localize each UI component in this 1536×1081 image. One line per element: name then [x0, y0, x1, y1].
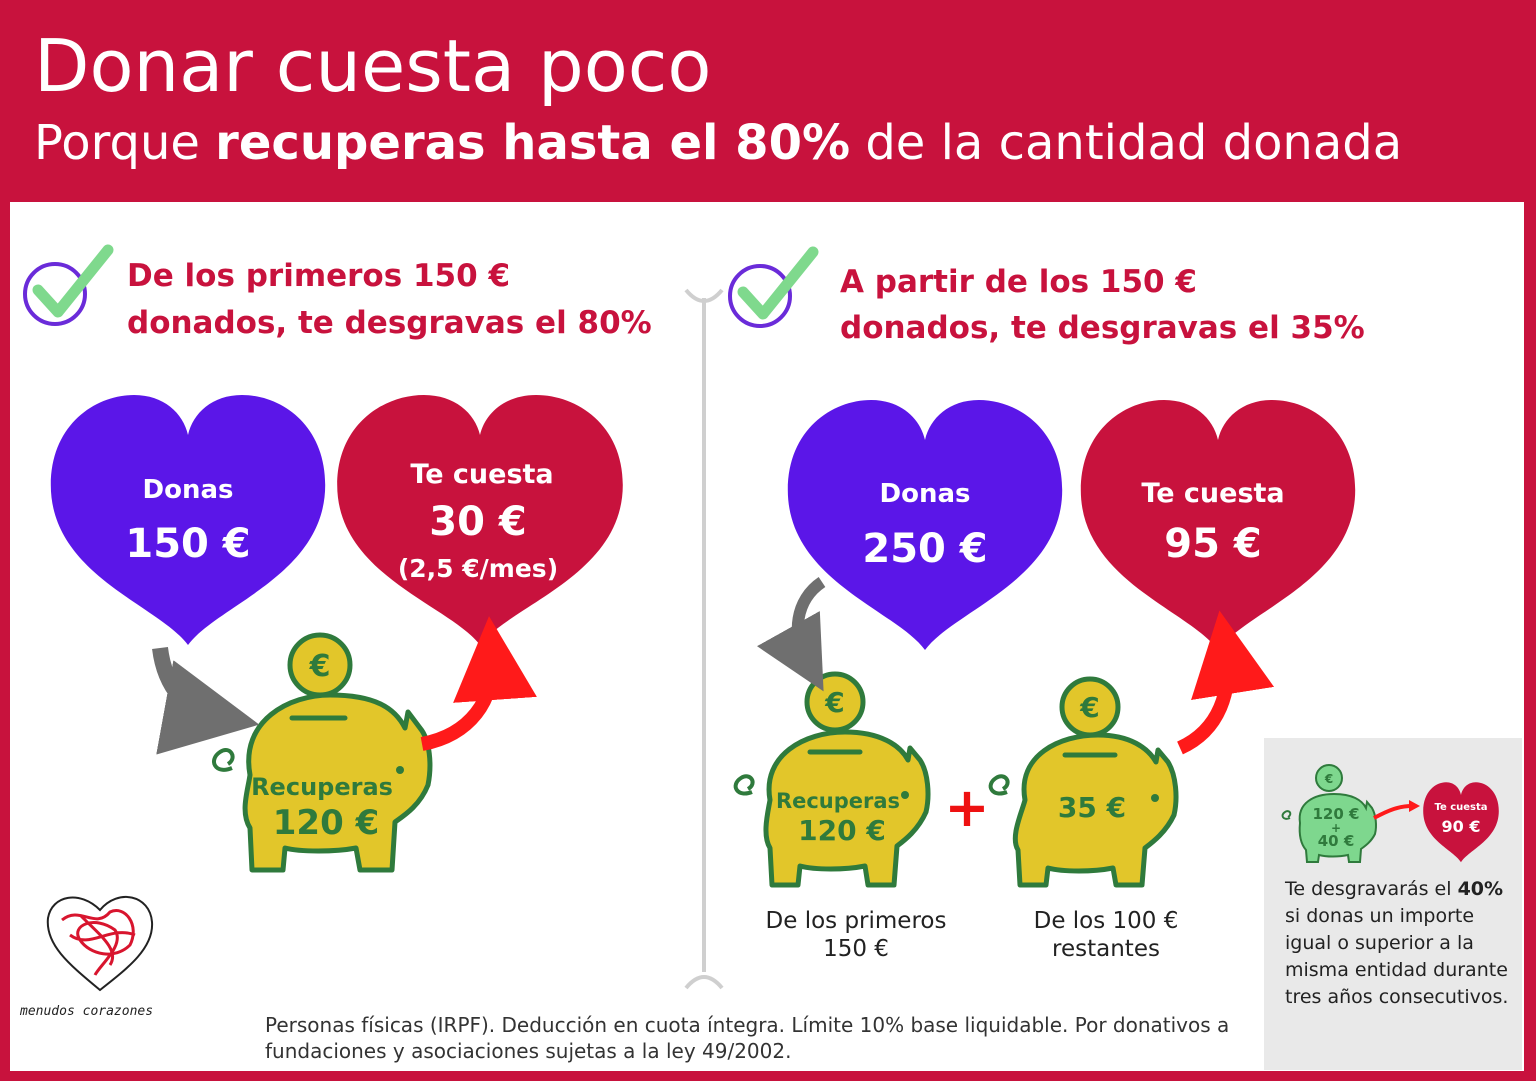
right-heading-line1: A partir de los 150 €: [840, 264, 1197, 300]
subtitle-bold: recuperas hasta el 80%: [215, 115, 851, 171]
left-donas-label: Donas: [143, 475, 234, 505]
caption-restantes: De los 100 € restantes: [1033, 908, 1179, 962]
page-title: Donar cuesta poco: [34, 24, 712, 108]
aside-heart-value: 90 €: [1442, 817, 1481, 836]
heart-donas-right: [787, 400, 1063, 650]
right-piggy2-value: 35 €: [1058, 791, 1126, 824]
footnote: Personas físicas (IRPF). Deducción en cu…: [265, 1013, 1230, 1063]
right-heading-line2: donados, te desgravas el 35%: [840, 310, 1365, 346]
arrow-grey-right: [757, 577, 826, 692]
aside-heart-label: Te cuesta: [1434, 802, 1487, 813]
page-subtitle: Porque recuperas hasta el 80% de la cant…: [34, 112, 1402, 174]
left-piggy-label: Recuperas: [251, 773, 393, 801]
aside-arrow-icon: [1373, 804, 1413, 820]
piggy-bank-left: [212, 632, 433, 873]
arrow-red-right: [1176, 610, 1275, 755]
left-heading-line1: De los primeros 150 €: [127, 258, 511, 294]
arrow-red-left: [420, 616, 537, 751]
left-donas-value: 150 €: [125, 521, 250, 567]
check-icon-right: [728, 246, 819, 328]
check-icon-left: [23, 244, 114, 326]
right-donas-label: Donas: [880, 479, 971, 509]
aside-piggy-icon: [1281, 764, 1377, 863]
aside-text-pre: Te desgravarás el: [1285, 878, 1458, 900]
right-donas-value: 250 €: [862, 526, 987, 572]
aside-piggy-line1: 120 €: [1313, 805, 1360, 823]
aside-coin-symbol: €: [1324, 772, 1333, 786]
right-coin-symbol-2: €: [1079, 691, 1099, 724]
left-cost-value: 30 €: [429, 499, 526, 545]
aside-piggy-line2: 40 €: [1318, 832, 1355, 850]
heart-donas-left: [50, 395, 326, 645]
right-piggy1-label: Recuperas: [776, 789, 900, 813]
aside-graphics: € 120 € + 40 € Te cuesta 90 €: [1281, 764, 1499, 863]
aside-text-post: si donas un importe igual o superior a l…: [1285, 905, 1509, 1008]
left-cost-label: Te cuesta: [410, 459, 553, 490]
subtitle-pre: Porque: [34, 115, 216, 171]
subtitle-post: de la cantidad donada: [850, 115, 1403, 171]
right-cost-label: Te cuesta: [1141, 478, 1284, 509]
arrow-grey-left: [152, 646, 260, 755]
aside-text: Te desgravarás el 40% si donas un import…: [1285, 876, 1517, 1011]
left-cost-note: (2,5 €/mes): [398, 554, 558, 583]
left-coin-symbol: €: [309, 649, 331, 684]
caption-primeros: De los primeros 150 €: [765, 908, 947, 962]
right-piggy1-value: 120 €: [798, 814, 886, 847]
logo-heart-icon: [46, 895, 154, 992]
piggy-bank-right-2: [988, 676, 1179, 888]
left-piggy-value: 120 €: [273, 803, 379, 843]
right-cost-value: 95 €: [1164, 521, 1261, 567]
plus-sign: +: [944, 776, 989, 839]
aside-piggy-plus: +: [1331, 821, 1341, 835]
left-heading-line2: donados, te desgravas el 80%: [127, 305, 652, 341]
right-coin-symbol-1: €: [824, 686, 844, 719]
aside-text-bold: 40%: [1457, 878, 1504, 900]
column-divider: [684, 288, 724, 990]
logo-text: menudos corazones: [20, 1004, 154, 1019]
